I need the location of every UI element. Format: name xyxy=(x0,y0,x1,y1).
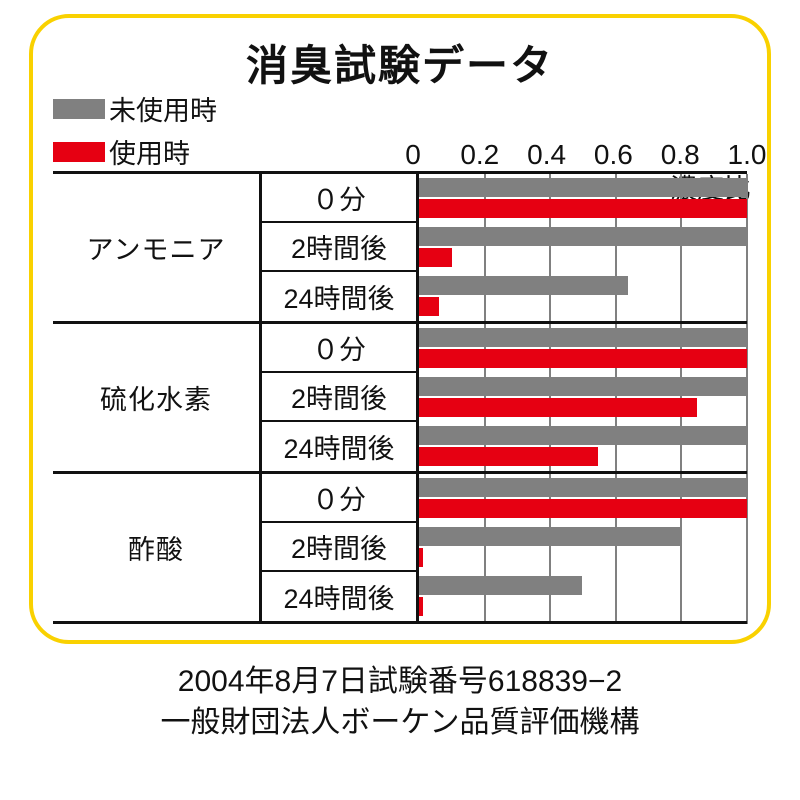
bars-row xyxy=(416,373,747,422)
group-row: アンモニア０分2時間後24時間後 xyxy=(53,174,416,324)
legend-item-unused: 未使用時 xyxy=(53,89,259,128)
footer-line-1: 2004年8月7日試験番号618839−2 xyxy=(160,662,639,703)
bar-used xyxy=(419,597,423,616)
axis-ticks: 00.20.40.60.81.0 xyxy=(413,137,747,171)
axis-tick: 0 xyxy=(405,139,421,171)
group-row: 硫化水素０分2時間後24時間後 xyxy=(53,324,416,474)
bars-row xyxy=(416,223,747,272)
chart-title: 消臭試験データ xyxy=(53,32,747,93)
group-name: 酢酸 xyxy=(53,474,259,621)
chart-panel: 消臭試験データ 未使用時 使用時 濃度比 00.20.40.60.81.0 アン… xyxy=(29,14,771,644)
bar-used xyxy=(419,199,747,218)
legend-swatch-unused xyxy=(53,99,105,119)
chart-header: 未使用時 使用時 濃度比 00.20.40.60.81.0 xyxy=(53,99,747,171)
time-column: ０分2時間後24時間後 xyxy=(259,324,416,471)
time-cell: 2時間後 xyxy=(262,223,416,272)
axis-tick: 0.2 xyxy=(460,139,499,171)
bar-unused xyxy=(419,426,747,445)
time-cell: ０分 xyxy=(262,324,416,373)
legend-item-used: 使用時 xyxy=(53,132,259,171)
axis-tick: 0.4 xyxy=(527,139,566,171)
bar-used xyxy=(419,248,452,267)
bar-unused xyxy=(419,478,747,497)
bars-group xyxy=(416,474,747,624)
bars-group xyxy=(416,174,747,324)
bar-unused xyxy=(419,178,747,197)
group-row: 酢酸０分2時間後24時間後 xyxy=(53,474,416,624)
bars-row xyxy=(416,422,747,471)
bars-row xyxy=(416,174,747,223)
bar-unused xyxy=(419,527,681,546)
time-cell: 24時間後 xyxy=(262,422,416,471)
bars-row xyxy=(416,474,747,523)
time-cell: ０分 xyxy=(262,174,416,223)
bars-group xyxy=(416,324,747,474)
legend: 未使用時 使用時 xyxy=(53,87,259,171)
group-name: アンモニア xyxy=(53,174,259,321)
bars-row xyxy=(416,272,747,321)
axis-tick: 0.8 xyxy=(661,139,700,171)
group-name: 硫化水素 xyxy=(53,324,259,471)
bar-unused xyxy=(419,377,747,396)
time-cell: 24時間後 xyxy=(262,272,416,321)
bar-unused xyxy=(419,227,747,246)
time-column: ０分2時間後24時間後 xyxy=(259,174,416,321)
bar-unused xyxy=(419,576,582,595)
bar-used xyxy=(419,297,439,316)
bars-row xyxy=(416,572,747,621)
bar-used xyxy=(419,548,423,567)
time-cell: 2時間後 xyxy=(262,523,416,572)
bar-used xyxy=(419,499,747,518)
bar-unused xyxy=(419,328,747,347)
time-cell: ０分 xyxy=(262,474,416,523)
bar-used xyxy=(419,447,598,466)
bar-used xyxy=(419,349,747,368)
time-column: ０分2時間後24時間後 xyxy=(259,474,416,621)
legend-label-unused: 未使用時 xyxy=(109,89,217,128)
bars-row xyxy=(416,324,747,373)
chart-body: アンモニア０分2時間後24時間後硫化水素０分2時間後24時間後酢酸０分2時間後2… xyxy=(53,171,747,624)
time-cell: 24時間後 xyxy=(262,572,416,621)
bar-unused xyxy=(419,276,628,295)
time-cell: 2時間後 xyxy=(262,373,416,422)
axis-tick: 1.0 xyxy=(728,139,767,171)
footer-line-2: 一般財団法人ボーケン品質評価機構 xyxy=(160,703,639,744)
axis-tick: 0.6 xyxy=(594,139,633,171)
legend-label-used: 使用時 xyxy=(109,132,190,171)
bar-used xyxy=(419,398,697,417)
bars-row xyxy=(416,523,747,572)
legend-swatch-used xyxy=(53,142,105,162)
footer: 2004年8月7日試験番号618839−2 一般財団法人ボーケン品質評価機構 xyxy=(160,662,639,743)
bars-column xyxy=(416,174,747,624)
group-time-column: アンモニア０分2時間後24時間後硫化水素０分2時間後24時間後酢酸０分2時間後2… xyxy=(53,174,416,624)
